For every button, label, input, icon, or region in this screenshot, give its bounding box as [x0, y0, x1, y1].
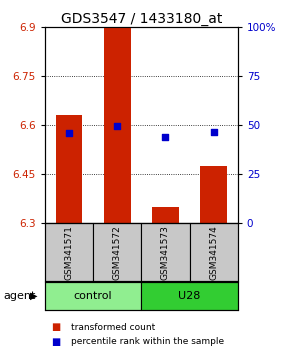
Title: GDS3547 / 1433180_at: GDS3547 / 1433180_at [61, 12, 222, 25]
Point [67, 130, 71, 136]
Text: ■: ■ [51, 337, 60, 347]
Point [115, 123, 119, 129]
Text: U28: U28 [178, 291, 201, 301]
Bar [93, 223, 142, 281]
Bar [104, 27, 130, 223]
Bar [142, 282, 238, 310]
Text: percentile rank within the sample: percentile rank within the sample [71, 337, 224, 346]
Bar [45, 223, 93, 281]
Text: GSM341573: GSM341573 [161, 225, 170, 280]
Bar [142, 223, 190, 281]
Text: ■: ■ [51, 322, 60, 332]
Text: GSM341574: GSM341574 [209, 225, 218, 280]
Text: agent: agent [3, 291, 35, 301]
Text: control: control [74, 291, 113, 301]
Bar [152, 207, 179, 223]
Point [163, 134, 168, 140]
Text: GSM341572: GSM341572 [113, 225, 122, 280]
Bar [190, 223, 238, 281]
Text: transformed count: transformed count [71, 323, 155, 332]
Text: GSM341571: GSM341571 [65, 225, 74, 280]
Bar [45, 282, 142, 310]
Bar [56, 115, 82, 223]
Point [211, 129, 216, 135]
Text: ▶: ▶ [30, 291, 37, 301]
Bar [200, 166, 227, 223]
